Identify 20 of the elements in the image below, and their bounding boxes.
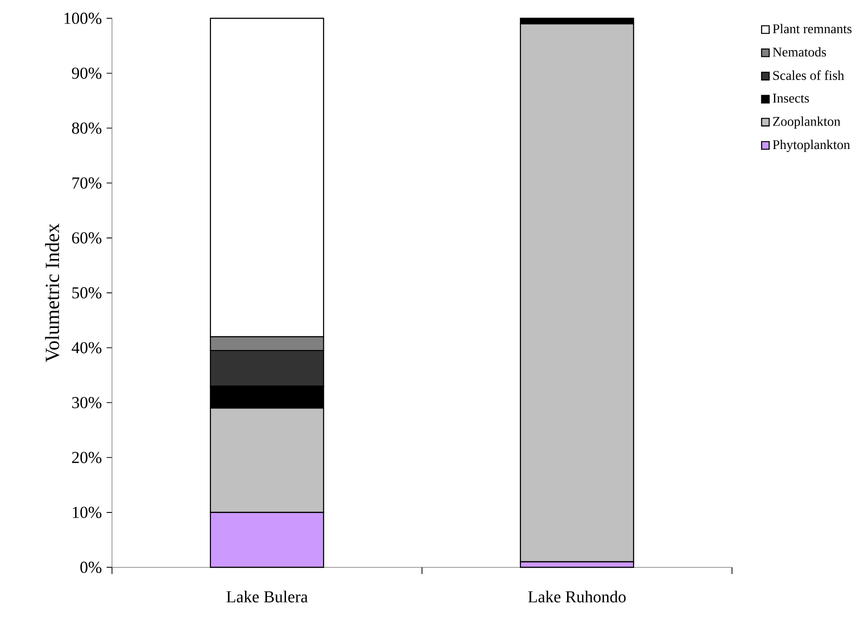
y-tick-label: 50% — [72, 287, 102, 298]
x-tick-label: Lake Bulera — [226, 590, 308, 602]
y-tick-label: 0% — [80, 562, 102, 573]
y-tick-label: 70% — [72, 177, 102, 189]
legend-label: Plant remnants — [772, 24, 852, 34]
legend-label: Insects — [772, 94, 809, 103]
y-tick-label: 80% — [72, 122, 102, 134]
y-tick-label: 90% — [72, 68, 102, 79]
y-tick-label: 40% — [72, 342, 102, 354]
legend-label: Zooplankton — [773, 116, 840, 129]
y-tick-label: 30% — [72, 396, 102, 408]
y-tick-label: 20% — [72, 452, 102, 464]
y-tick-label: 60% — [72, 232, 102, 244]
legend-label: Phytoplankton — [772, 140, 850, 152]
x-tick-label: Lake Ruhondo — [528, 590, 626, 602]
y-tick-label: 100% — [64, 12, 102, 24]
legend-label: Scales of fish — [773, 70, 844, 80]
legend-label: Nematods — [772, 47, 826, 57]
y-axis-title: Volumetric Index — [45, 224, 60, 362]
y-tick-label: 10% — [72, 506, 102, 518]
